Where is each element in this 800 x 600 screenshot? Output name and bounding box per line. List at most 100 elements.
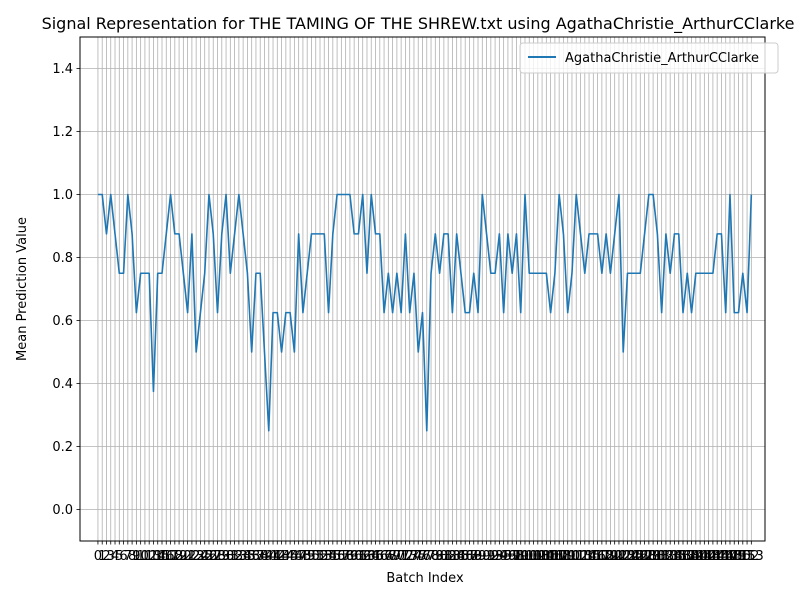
y-tick-label: 0.4 bbox=[52, 377, 73, 392]
x-tick-label: 29 bbox=[214, 549, 231, 564]
x-tick-label: 70 bbox=[389, 549, 406, 564]
x-tick-label: 98 bbox=[508, 549, 525, 564]
x-tick-label: 122 bbox=[607, 549, 632, 564]
x-tick-label: 6 bbox=[119, 549, 127, 564]
x-tick-label: 132 bbox=[649, 549, 674, 564]
x-tick-label: 81 bbox=[436, 549, 453, 564]
x-tick-label: 84 bbox=[448, 549, 465, 564]
y-tick-label: 0.0 bbox=[52, 503, 73, 518]
x-tick-label: 138 bbox=[675, 549, 700, 564]
x-tick-label: 18 bbox=[167, 549, 184, 564]
x-tick-label: 153 bbox=[739, 549, 764, 564]
x-tick-label: 123 bbox=[611, 549, 636, 564]
x-tick-label: 130 bbox=[641, 549, 666, 564]
x-tick-label: 49 bbox=[299, 549, 316, 564]
x-tick-label: 62 bbox=[354, 549, 371, 564]
x-tick-label: 139 bbox=[679, 549, 704, 564]
x-tick-label: 142 bbox=[692, 549, 717, 564]
x-tick-label: 42 bbox=[269, 549, 286, 564]
x-tick-label: 97 bbox=[504, 549, 521, 564]
x-tick-label: 92 bbox=[483, 549, 500, 564]
x-tick-label: 136 bbox=[666, 549, 691, 564]
x-tick-label: 34 bbox=[235, 549, 252, 564]
x-tick-label: 22 bbox=[184, 549, 201, 564]
x-tick-label: 129 bbox=[636, 549, 661, 564]
x-tick-label: 85 bbox=[453, 549, 470, 564]
x-tick-label: 106 bbox=[538, 549, 563, 564]
x-tick-label: 7 bbox=[124, 549, 132, 564]
x-tick-label: 20 bbox=[175, 549, 192, 564]
x-tick-label: 149 bbox=[722, 549, 747, 564]
x-tick-label: 95 bbox=[495, 549, 512, 564]
x-tick-label: 88 bbox=[465, 549, 482, 564]
x-tick-label: 147 bbox=[713, 549, 738, 564]
x-tick-label: 73 bbox=[401, 549, 418, 564]
x-tick-label: 145 bbox=[705, 549, 730, 564]
x-tick-label: 50 bbox=[303, 549, 320, 564]
x-tick-label: 48 bbox=[295, 549, 312, 564]
legend-label: AgathaChristie_ArthurCClarke bbox=[565, 51, 759, 66]
x-tick-label: 78 bbox=[423, 549, 440, 564]
y-tick-label: 1.2 bbox=[52, 125, 73, 140]
x-tick-label: 25 bbox=[196, 549, 213, 564]
x-tick-label: 118 bbox=[589, 549, 614, 564]
x-tick-label: 19 bbox=[171, 549, 188, 564]
x-tick-label: 69 bbox=[384, 549, 401, 564]
x-tick-label: 137 bbox=[671, 549, 696, 564]
x-tick-label: 10 bbox=[132, 549, 149, 564]
x-tick-label: 146 bbox=[709, 549, 734, 564]
x-tick-label: 133 bbox=[654, 549, 679, 564]
x-tick-label: 151 bbox=[730, 549, 755, 564]
x-tick-label: 91 bbox=[478, 549, 495, 564]
x-tick-label: 77 bbox=[418, 549, 435, 564]
x-tick-label: 90 bbox=[474, 549, 491, 564]
x-tick-label: 33 bbox=[231, 549, 248, 564]
x-tick-label: 100 bbox=[513, 549, 538, 564]
x-tick-label: 36 bbox=[243, 549, 260, 564]
x-tick-label: 67 bbox=[376, 549, 393, 564]
x-tick-label: 131 bbox=[645, 549, 670, 564]
x-tick-label: 119 bbox=[594, 549, 619, 564]
x-axis-ticks: 0123456789101112131415161718192021222324… bbox=[94, 541, 764, 564]
x-tick-label: 124 bbox=[615, 549, 640, 564]
x-tick-label: 108 bbox=[547, 549, 572, 564]
x-tick-label: 14 bbox=[149, 549, 166, 564]
x-tick-label: 60 bbox=[346, 549, 363, 564]
x-tick-label: 110 bbox=[555, 549, 580, 564]
x-tick-label: 16 bbox=[158, 549, 175, 564]
x-tick-label: 61 bbox=[350, 549, 367, 564]
x-tick-label: 1 bbox=[98, 549, 106, 564]
x-tick-label: 121 bbox=[602, 549, 627, 564]
y-tick-label: 0.2 bbox=[52, 440, 73, 455]
x-tick-label: 112 bbox=[564, 549, 589, 564]
x-tick-label: 111 bbox=[560, 549, 585, 564]
x-tick-label: 152 bbox=[735, 549, 760, 564]
x-tick-label: 109 bbox=[551, 549, 576, 564]
x-tick-label: 120 bbox=[598, 549, 623, 564]
x-tick-label: 12 bbox=[141, 549, 158, 564]
x-tick-label: 65 bbox=[367, 549, 384, 564]
x-tick-label: 38 bbox=[252, 549, 269, 564]
x-tick-label: 27 bbox=[205, 549, 222, 564]
x-tick-label: 57 bbox=[333, 549, 350, 564]
x-tick-label: 76 bbox=[414, 549, 431, 564]
x-tick-label: 143 bbox=[696, 549, 721, 564]
x-tick-label: 144 bbox=[700, 549, 725, 564]
x-tick-label: 99 bbox=[512, 549, 529, 564]
y-axis-ticks: 0.0 0.2 0.4 0.6 0.8 1.0 1.2 1.4 bbox=[52, 62, 80, 518]
x-tick-label: 141 bbox=[688, 549, 713, 564]
x-tick-label: 135 bbox=[662, 549, 687, 564]
x-tick-label: 15 bbox=[154, 549, 171, 564]
x-tick-label: 150 bbox=[726, 549, 751, 564]
x-tick-label: 40 bbox=[260, 549, 277, 564]
x-tick-label: 28 bbox=[209, 549, 226, 564]
y-tick-label: 0.6 bbox=[52, 314, 73, 329]
x-tick-label: 126 bbox=[624, 549, 649, 564]
x-tick-label: 140 bbox=[683, 549, 708, 564]
x-tick-label: 74 bbox=[406, 549, 423, 564]
x-tick-label: 103 bbox=[525, 549, 550, 564]
x-tick-label: 52 bbox=[312, 549, 329, 564]
x-tick-label: 54 bbox=[320, 549, 337, 564]
x-tick-label: 96 bbox=[500, 549, 517, 564]
y-tick-label: 0.8 bbox=[52, 251, 73, 266]
